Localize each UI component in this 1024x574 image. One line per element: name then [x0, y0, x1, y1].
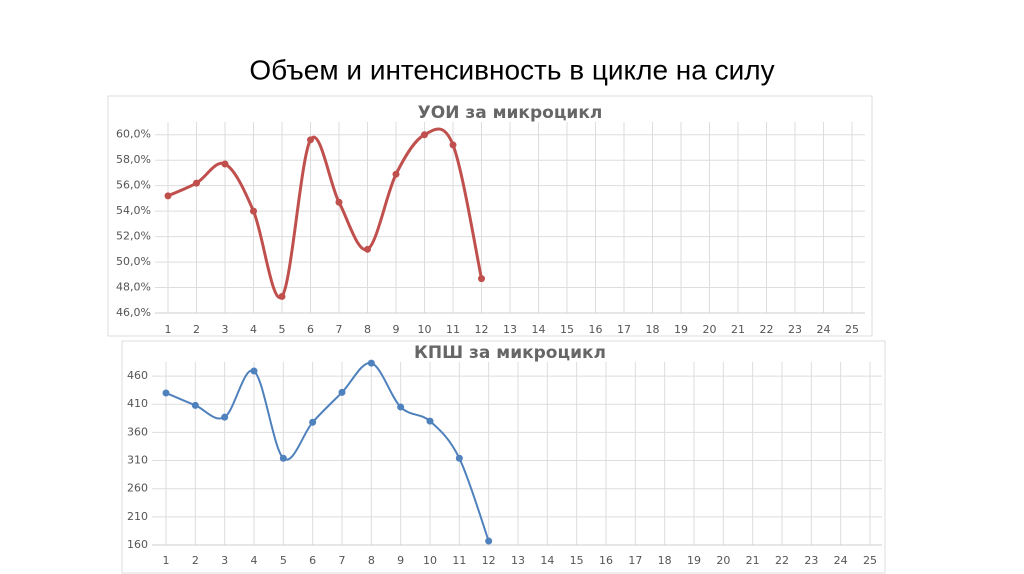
- x-tick-label: 20: [716, 554, 730, 567]
- chart-title: КПШ за микроцикл: [414, 343, 606, 363]
- point: [191, 401, 199, 409]
- y-tick-label: 60,0%: [116, 128, 151, 141]
- y-tick-label: 460: [127, 369, 148, 382]
- x-tick-label: 6: [309, 554, 316, 567]
- x-tick-label: 6: [307, 323, 314, 336]
- x-tick-label: 8: [364, 323, 371, 336]
- x-tick-label: 22: [775, 554, 789, 567]
- y-tick-label: 58,0%: [116, 153, 151, 166]
- y-tick-label: 160: [127, 538, 148, 551]
- x-tick-label: 24: [817, 323, 831, 336]
- y-tick-label: 52,0%: [116, 230, 151, 243]
- point: [367, 359, 375, 367]
- point: [485, 537, 493, 545]
- x-tick-label: 11: [446, 323, 460, 336]
- x-tick-label: 1: [165, 323, 172, 336]
- point: [221, 413, 229, 421]
- x-tick-label: 2: [192, 554, 199, 567]
- x-tick-label: 13: [511, 554, 525, 567]
- x-tick-label: 16: [599, 554, 613, 567]
- y-tick-label: 56,0%: [116, 179, 151, 192]
- x-tick-label: 24: [834, 554, 848, 567]
- x-tick-label: 18: [658, 554, 672, 567]
- x-tick-label: 21: [731, 323, 745, 336]
- point: [164, 192, 172, 200]
- point: [307, 136, 314, 144]
- x-tick-label: 21: [746, 554, 760, 567]
- y-tick-label: 46,0%: [116, 306, 151, 319]
- x-tick-label: 14: [532, 323, 546, 336]
- x-tick-label: 16: [589, 323, 603, 336]
- series-line: [165, 362, 490, 542]
- x-tick-label: 9: [393, 323, 400, 336]
- x-tick-label: 9: [397, 554, 404, 567]
- x-tick-label: 20: [703, 323, 717, 336]
- y-tick-label: 54,0%: [116, 204, 151, 217]
- point: [250, 207, 257, 215]
- point: [364, 245, 371, 253]
- y-tick-label: 360: [127, 425, 148, 438]
- point: [392, 170, 400, 178]
- x-tick-label: 4: [250, 323, 257, 336]
- x-tick-label: 19: [674, 323, 688, 336]
- point: [478, 275, 485, 283]
- point: [397, 403, 405, 411]
- x-tick-label: 7: [336, 323, 343, 336]
- point: [309, 418, 317, 426]
- point: [279, 454, 287, 462]
- point: [426, 417, 434, 425]
- x-tick-label: 25: [845, 323, 859, 336]
- point: [338, 388, 346, 396]
- point: [193, 179, 200, 187]
- x-tick-label: 1: [163, 554, 170, 567]
- x-tick-label: 2: [193, 323, 200, 336]
- y-tick-label: 50,0%: [116, 255, 151, 268]
- y-tick-label: 310: [127, 454, 148, 467]
- x-tick-label: 11: [452, 554, 466, 567]
- x-tick-label: 22: [760, 323, 774, 336]
- point: [335, 198, 343, 206]
- x-tick-label: 5: [280, 554, 287, 567]
- x-tick-label: 3: [221, 554, 228, 567]
- x-tick-label: 10: [418, 323, 432, 336]
- x-tick-label: 17: [628, 554, 642, 567]
- x-tick-label: 10: [423, 554, 437, 567]
- series-line: [167, 127, 483, 300]
- y-tick-label: 410: [127, 397, 148, 410]
- x-tick-label: 7: [339, 554, 346, 567]
- point: [421, 131, 428, 139]
- x-tick-label: 17: [617, 323, 631, 336]
- x-tick-label: 23: [788, 323, 802, 336]
- point: [250, 367, 258, 375]
- x-tick-label: 23: [804, 554, 818, 567]
- x-tick-label: 4: [251, 554, 258, 567]
- point: [278, 292, 286, 300]
- x-tick-label: 8: [368, 554, 375, 567]
- x-tick-label: 14: [540, 554, 554, 567]
- y-tick-label: 210: [127, 510, 148, 523]
- x-tick-label: 12: [475, 323, 489, 336]
- point: [162, 389, 170, 397]
- y-tick-label: 260: [127, 482, 148, 495]
- chart-frame: [107, 95, 873, 337]
- chart-frame: [121, 340, 886, 574]
- x-tick-label: 18: [646, 323, 660, 336]
- chart-title: УОИ за микроцикл: [418, 103, 603, 123]
- page-title: Объем и интенсивность в цикле на силу: [249, 54, 774, 85]
- x-tick-label: 19: [687, 554, 701, 567]
- x-tick-label: 3: [222, 323, 229, 336]
- x-tick-label: 5: [279, 323, 286, 336]
- x-tick-label: 15: [570, 554, 584, 567]
- point: [455, 454, 463, 462]
- point: [449, 141, 457, 149]
- y-tick-label: 48,0%: [116, 281, 151, 294]
- point: [221, 160, 229, 168]
- x-tick-label: 25: [863, 554, 877, 567]
- x-tick-label: 12: [482, 554, 496, 567]
- x-tick-label: 13: [503, 323, 517, 336]
- x-tick-label: 15: [560, 323, 574, 336]
